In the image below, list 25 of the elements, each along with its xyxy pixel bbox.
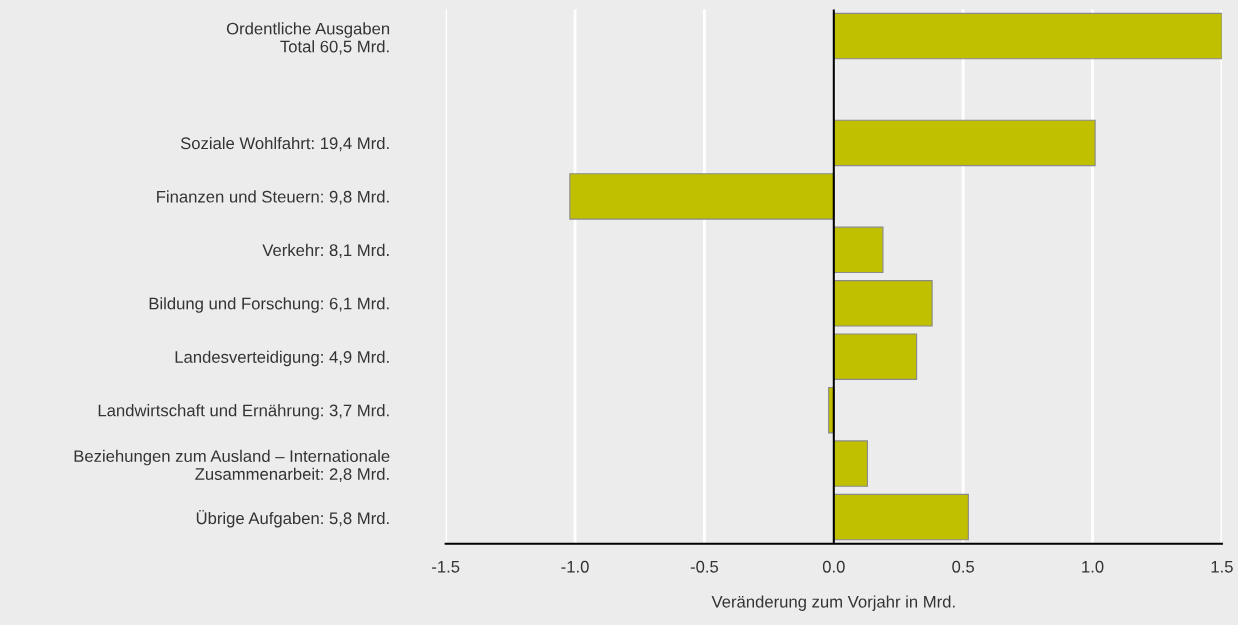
bar (833, 226, 884, 274)
y-tick-label: Beziehungen zum Ausland – Internationale Zusammenarbeit: 2,8 Mrd. (74, 449, 390, 482)
bar (833, 440, 868, 487)
x-tick-label: 0.5 (952, 560, 975, 573)
x-tick-label: -1.5 (432, 561, 460, 573)
bar (833, 333, 918, 380)
x-tick-label: -1.0 (561, 560, 589, 573)
bar (833, 12, 1222, 60)
y-tick-label: Übrige Aufgaben: 5,8 Mrd. (196, 510, 389, 528)
y-tick-label: Landesverteidigung: 4,9 Mrd. (175, 350, 389, 367)
bar (833, 493, 969, 541)
bar (833, 119, 1096, 167)
y-tick-label: Finanzen und Steuern: 9,8 Mrd. (157, 190, 389, 205)
x-tick-label: -0.5 (690, 560, 719, 573)
x-tick-label: 0.0 (822, 560, 845, 573)
bar (569, 173, 835, 220)
x-axis-title: Veränderung zum Vorjahr in Mrd. (711, 595, 955, 611)
y-tick-label: Soziale Wohlfahrt: 19,4 Mrd. (180, 136, 389, 152)
y-tick-label: Verkehr: 8,1 Mrd. (262, 243, 389, 259)
y-tick-label: Bildung und Forschung: 6,1 Mrd. (149, 297, 389, 313)
x-tick-label: 1.0 (1082, 560, 1104, 573)
x-tick-label: 1.5 (1211, 561, 1233, 573)
bar (833, 280, 933, 327)
y-tick-label: Ordentliche Ausgaben Total 60,5 Mrd. (226, 22, 390, 55)
y-tick-label: Landwirtschaft und Ernährung: 3,7 Mrd. (98, 404, 389, 420)
